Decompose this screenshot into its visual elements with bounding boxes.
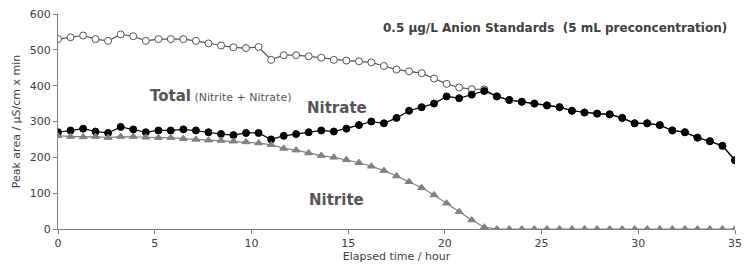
svg-text:30: 30 [631, 237, 645, 250]
svg-text:Nitrite: Nitrite [309, 191, 364, 209]
svg-text:Total (Nitrite + Nitrate): Total (Nitrite + Nitrate) [150, 87, 291, 105]
svg-text:10: 10 [244, 237, 258, 250]
svg-text:5: 5 [151, 237, 158, 250]
svg-text:20: 20 [438, 237, 452, 250]
svg-text:500: 500 [30, 44, 51, 57]
svg-text:0.5 µg/L Anion Standards (5 m: 0.5 µg/L Anion Standards (5 mL preconcen… [383, 21, 727, 35]
svg-text:400: 400 [30, 80, 51, 93]
svg-text:0: 0 [44, 223, 51, 236]
svg-text:Elapsed time / hour: Elapsed time / hour [343, 250, 451, 263]
svg-text:0: 0 [55, 237, 62, 250]
svg-text:35: 35 [728, 237, 742, 250]
svg-text:Nitrate: Nitrate [307, 99, 367, 117]
svg-text:200: 200 [30, 151, 51, 164]
svg-text:25: 25 [535, 237, 549, 250]
svg-text:15: 15 [341, 237, 355, 250]
svg-text:100: 100 [30, 187, 51, 200]
svg-text:300: 300 [30, 115, 51, 128]
svg-text:Peak area / µS/cm x min: Peak area / µS/cm x min [10, 55, 23, 189]
svg-text:600: 600 [30, 8, 51, 21]
